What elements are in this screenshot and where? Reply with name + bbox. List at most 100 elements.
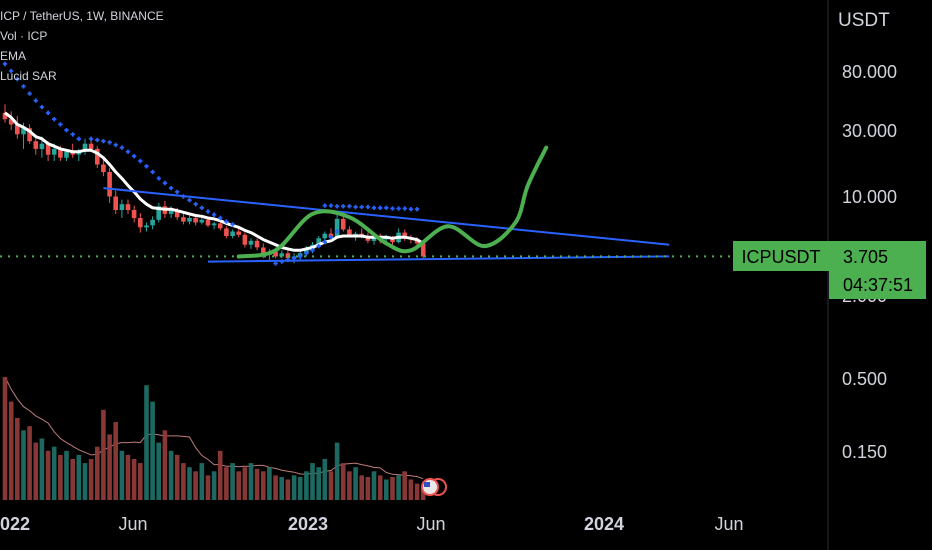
volume-bar: [2, 377, 8, 500]
candle-body: [193, 218, 198, 223]
volume-bar: [33, 442, 39, 500]
sar-point: [402, 206, 407, 211]
sar-point: [132, 154, 137, 159]
countdown-label: 04:37:51: [843, 275, 913, 295]
volume-bar: [45, 450, 51, 500]
legend-sar[interactable]: Lucid SAR: [0, 69, 57, 83]
sar-point: [304, 251, 309, 256]
candle-body: [113, 196, 118, 210]
sar-point: [27, 91, 32, 96]
ticker-label: ICPUSDT: [741, 247, 820, 267]
y-axis-unit: USDT: [838, 10, 890, 31]
candle-body: [224, 228, 229, 236]
volume-bar: [236, 471, 241, 500]
sar-point: [150, 169, 155, 175]
candle-body: [181, 217, 186, 222]
candle-body: [64, 151, 69, 158]
sar-point: [322, 239, 327, 245]
sar-point: [224, 219, 229, 224]
sar-point: [414, 207, 420, 212]
volume-bar: [297, 477, 303, 500]
volume-bar: [76, 454, 82, 500]
candle-body: [82, 143, 88, 152]
sar-point: [8, 68, 14, 74]
sar-point: [125, 149, 131, 154]
volume-bar: [230, 463, 235, 500]
candle-body: [217, 223, 223, 229]
candle-body: [230, 231, 235, 236]
volume-bar: [15, 418, 20, 500]
x-tick-label: Jun: [416, 514, 445, 534]
volume-bar: [396, 475, 401, 500]
volume-bar: [181, 463, 186, 500]
volume-bar: [353, 467, 358, 500]
volume-bar: [119, 450, 125, 500]
candle-body: [51, 148, 57, 155]
sar-point: [205, 209, 211, 214]
volume-bar: [414, 483, 420, 500]
ticker-label-box: [733, 241, 829, 271]
volume-bar: [340, 463, 346, 500]
price-tag[interactable]: ICPUSDT 3.705 04:37:51: [733, 241, 926, 299]
candle-body: [236, 231, 241, 235]
volume-bar: [88, 459, 94, 500]
volume-bar: [248, 463, 254, 500]
sar-point: [322, 203, 327, 208]
candle-body: [58, 148, 63, 158]
sar-point: [175, 189, 180, 195]
volume-bar: [113, 422, 118, 500]
candle-body: [8, 119, 14, 125]
sar-point: [15, 76, 20, 82]
sar-point: [328, 235, 334, 240]
sar-point: [334, 229, 340, 234]
symbol-title[interactable]: ICP / TetherUS, 1W, BINANCE: [0, 9, 164, 23]
volume-bar: [402, 471, 407, 500]
volume-bar: [224, 467, 229, 500]
volume-bar: [254, 468, 260, 500]
volume-bar: [279, 477, 284, 500]
candle-body: [285, 253, 291, 259]
candle-body: [33, 141, 39, 149]
volume-bar: [328, 471, 334, 500]
candle-body: [88, 143, 94, 149]
candle-body: [131, 210, 137, 219]
sar-point: [334, 204, 340, 209]
candle-body: [119, 204, 125, 210]
volume-bar: [187, 467, 192, 500]
candle-body: [101, 164, 106, 173]
candle-body: [273, 251, 278, 257]
sar-point: [310, 248, 315, 253]
candle-body: [174, 210, 180, 218]
candle-body: [156, 206, 161, 220]
candle-body: [347, 229, 352, 235]
volume-bar: [199, 463, 205, 500]
sar-point: [95, 137, 100, 143]
legend-volume[interactable]: Vol · ICP: [0, 29, 48, 43]
candle-body: [2, 112, 8, 120]
sar-point: [298, 254, 303, 259]
sar-point: [328, 203, 334, 208]
volume-bar: [291, 475, 297, 500]
sar-point: [2, 61, 8, 67]
event-flag-layer: [421, 478, 447, 496]
candle-body: [242, 234, 248, 245]
x-axis-ticks: 2022 Jun 2023 Jun 2024 Jun: [0, 514, 744, 534]
sar-point: [156, 176, 161, 181]
volume-bar: [377, 475, 383, 500]
sar-point: [341, 204, 346, 209]
sar-point: [101, 139, 106, 144]
volume-bar: [174, 454, 180, 500]
volume-bar: [144, 385, 149, 500]
legend-ema[interactable]: EMA: [0, 49, 27, 63]
sar-point: [371, 205, 377, 210]
projection-curve: [236, 145, 549, 259]
sar-point: [193, 202, 198, 207]
x-tick-label: Jun: [118, 514, 147, 534]
x-tick-label: 2022: [0, 514, 30, 534]
volume-bar: [39, 438, 45, 500]
sar-point: [168, 185, 174, 191]
volume-bar: [420, 487, 426, 500]
